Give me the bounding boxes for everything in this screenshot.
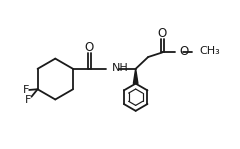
Text: O: O <box>85 41 94 54</box>
Text: F: F <box>25 95 31 105</box>
Text: O: O <box>158 27 167 40</box>
Text: NH: NH <box>112 63 129 73</box>
Polygon shape <box>133 69 138 84</box>
Text: F: F <box>23 85 29 95</box>
Text: CH₃: CH₃ <box>199 46 220 56</box>
Text: O: O <box>179 45 188 58</box>
